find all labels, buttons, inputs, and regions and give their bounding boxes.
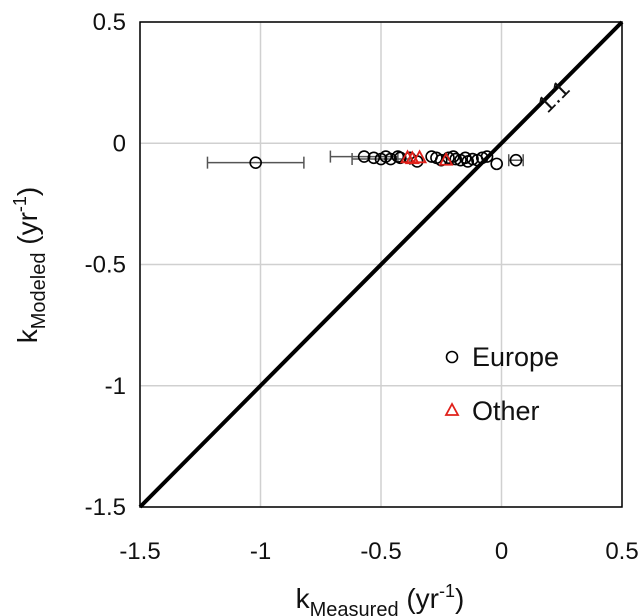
point-europe-22 <box>480 150 494 163</box>
legend-other-label: Other <box>472 396 540 426</box>
point-europe-2 <box>367 151 381 165</box>
y-tick-label-2: -0.5 <box>85 252 126 279</box>
x-tick-label-2: -0.5 <box>360 538 401 565</box>
x-tick-label-0: -1.5 <box>119 538 160 565</box>
y-tick-labels: -1.5 -1 -0.5 0 0.5 <box>85 9 126 521</box>
x-tick-labels: -1.5 -1 -0.5 0 0.5 <box>119 538 638 565</box>
point-europe-24 <box>509 153 523 167</box>
point-europe-15 <box>449 152 463 166</box>
legend-europe-marker <box>445 350 459 364</box>
x-tick-label-4: 0.5 <box>605 538 638 565</box>
y-tick-label-3: 0 <box>113 130 126 157</box>
x-axis-label-unit: (yr <box>399 583 439 614</box>
x-axis-label-base: k <box>296 583 311 614</box>
data-points <box>249 149 523 171</box>
y-axis-label-unit: (yr <box>12 212 43 252</box>
y-tick-label-1: -1 <box>105 373 126 400</box>
x-axis-label-close: ) <box>455 583 464 614</box>
point-europe-7 <box>393 151 407 165</box>
legend-other-marker <box>444 402 460 416</box>
point-europe-21 <box>475 151 489 165</box>
plot-frame <box>139 21 623 508</box>
point-europe-0 <box>249 156 262 169</box>
legend: Europe Other <box>444 342 559 426</box>
y-axis-label-close: ) <box>12 187 43 196</box>
y-axis-label-sup: -1 <box>10 196 30 212</box>
one-to-one-label: 1:1 <box>533 76 576 119</box>
point-europe-12 <box>434 153 448 167</box>
x-tick-label-3: 0 <box>495 538 508 565</box>
y-axis-label: kModeled (yr-1) <box>10 187 50 344</box>
y-axis-label-base: k <box>12 328 43 343</box>
point-other-2 <box>412 149 428 164</box>
y-tick-label-0: -1.5 <box>85 494 126 521</box>
point-europe-1 <box>357 150 371 163</box>
point-europe-19 <box>466 152 479 166</box>
point-other-3 <box>438 151 454 166</box>
y-axis-label-sub: Modeled <box>28 253 50 330</box>
x-axis-label: kMeasured (yr-1) <box>296 581 465 616</box>
one-to-one-line <box>138 20 624 509</box>
x-axis-label-sub: Measured <box>310 599 399 616</box>
y-tick-label-4: 0.5 <box>93 9 126 36</box>
point-europe-23 <box>490 157 503 171</box>
legend-europe-label: Europe <box>472 342 559 372</box>
x-axis-label-sup: -1 <box>439 581 455 601</box>
point-europe-5 <box>384 152 397 166</box>
x-tick-label-1: -1 <box>250 538 271 565</box>
